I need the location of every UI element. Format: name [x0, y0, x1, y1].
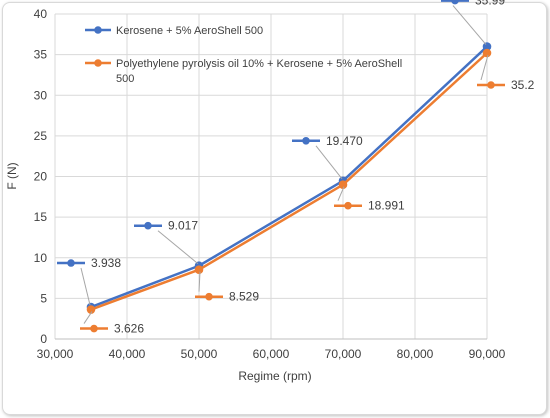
data-point-s2 [338, 180, 348, 189]
x-tick-label: 70,000 [325, 347, 362, 361]
x-tick-label: 40,000 [109, 347, 146, 361]
x-tick-label: 90,000 [469, 347, 506, 361]
label-key-marker [344, 201, 352, 210]
data-label: 9.017 [168, 219, 198, 233]
label-key-marker [451, 0, 459, 5]
legend-label-line: Polyethylene pyrolysis oil 10% + Kerosen… [116, 58, 402, 70]
legend: Kerosene + 5% AeroShell 500 Polyethylene … [85, 25, 402, 85]
x-tick-label: 80,000 [397, 347, 434, 361]
leader-line [315, 145, 343, 180]
series-line-2 [90, 52, 488, 311]
y-tick-label: 35 [34, 48, 48, 62]
data-label: 3.626 [114, 322, 144, 336]
leader-line [452, 5, 487, 45]
leader-line [80, 267, 91, 306]
y-tick-label: 40 [34, 7, 48, 21]
x-tick-label: 30,000 [37, 347, 74, 361]
label-key-marker [205, 292, 213, 301]
label-key-marker [90, 324, 98, 333]
series-line-1 [90, 45, 488, 309]
legend-key-marker [94, 59, 102, 67]
data-label: 3.938 [91, 256, 121, 270]
leader-line [198, 271, 201, 292]
x-axis-title: Regime (rpm) [238, 369, 311, 383]
legend-label-line: 500 [116, 73, 134, 85]
y-tick-label: 25 [34, 129, 48, 143]
leader-line [83, 311, 93, 324]
y-tick-label: 30 [34, 88, 48, 102]
data-label: 18.991 [368, 199, 405, 213]
label-key-marker [302, 137, 310, 145]
leader-line [337, 186, 345, 201]
leader-line [157, 230, 199, 265]
label-key-marker [144, 221, 152, 230]
data-label: 8.529 [229, 290, 259, 304]
y-tick-label: 5 [40, 291, 47, 305]
x-tick-label: 50,000 [181, 347, 218, 361]
tick-labels: 0 5 10 15 20 25 30 35 40 30,000 40,000 50,000 60,000… [34, 7, 506, 361]
chart-frame [2, 2, 547, 415]
label-key-marker [487, 81, 495, 89]
legend-label: Polyethylene pyrolysis oil 10% + Kerosen… [116, 58, 402, 85]
gridlines [54, 13, 488, 339]
data-labels: 3.938 9.017 19.470 35.99 3.626 8.529 18.991 35.… [57, 0, 535, 336]
y-axis-title: F (N) [5, 162, 19, 189]
y-tick-label: 20 [34, 170, 48, 184]
series-lines [86, 42, 492, 314]
x-tick-label: 60,000 [253, 347, 290, 361]
leader-line [480, 54, 489, 81]
data-point-s2 [194, 265, 204, 275]
data-point-s2 [482, 48, 492, 58]
data-label: 19.470 [326, 134, 363, 148]
data-label: 35.2 [511, 78, 535, 92]
y-tick-label: 10 [34, 251, 48, 265]
y-tick-label: 0 [40, 332, 47, 346]
y-tick-label: 15 [34, 210, 48, 224]
legend-key-marker [94, 26, 102, 34]
label-key-marker [67, 259, 75, 267]
data-label: 35.99 [475, 0, 505, 8]
legend-label: Kerosene + 5% AeroShell 500 [116, 25, 263, 37]
